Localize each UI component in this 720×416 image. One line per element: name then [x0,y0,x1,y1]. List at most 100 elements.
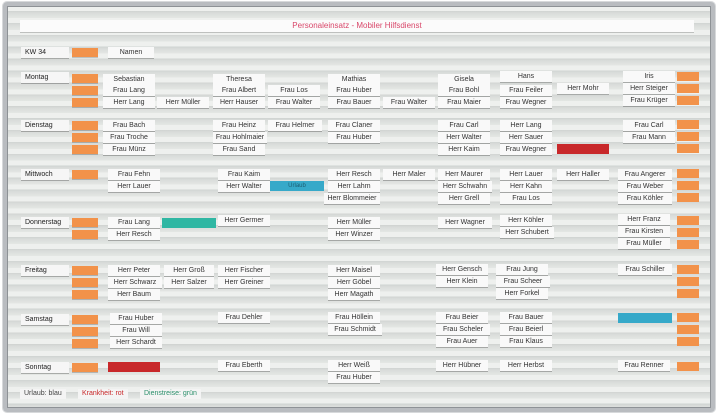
card[interactable]: Frau Hohlmaier [213,132,267,143]
card[interactable]: Frau Schiller [618,264,672,275]
urlaub-marker[interactable] [618,313,672,323]
card[interactable]: Frau Los [268,85,320,96]
card[interactable]: Herr Herbst [500,360,552,371]
card[interactable]: Herr Greiner [218,277,270,288]
marker-tab[interactable] [72,230,98,239]
card[interactable]: Herr Winzer [328,229,380,240]
card[interactable]: Frau Angerer [618,169,672,180]
marker-tab[interactable] [72,363,98,372]
card[interactable]: Frau Claner [328,120,380,131]
card[interactable]: Frau Fehn [108,169,160,180]
card[interactable]: Herr Franz [618,214,670,225]
marker-tab[interactable] [72,218,98,227]
card[interactable]: Herr Resch [328,169,380,180]
card[interactable]: Herr Lauer [108,181,160,192]
card[interactable]: Frau Albert [213,85,265,96]
card[interactable]: Herr Köhler [500,215,552,226]
marker-tab[interactable] [677,193,699,202]
card[interactable]: Frau Huber [328,85,380,96]
card[interactable]: Frau Troche [103,132,155,143]
card[interactable]: Frau Jung [496,264,548,275]
marker-tab[interactable] [677,289,699,298]
card[interactable]: Frau Bauer [328,97,380,108]
card[interactable]: Frau Huber [110,313,162,324]
card[interactable]: Herr Grell [438,193,490,204]
urlaub-marker[interactable]: Urlaub [270,181,324,191]
marker-tab[interactable] [677,144,699,153]
card[interactable]: Frau Lang [103,85,155,96]
card[interactable]: Herr Haller [557,169,609,180]
card[interactable]: Herr Sauer [500,132,552,143]
card[interactable]: Herr Gensch [436,264,488,275]
card[interactable]: Frau Münz [103,144,155,155]
card[interactable]: Herr Walter [218,181,270,192]
marker-tab[interactable] [677,265,699,274]
card[interactable]: Frau Wegner [500,97,552,108]
marker-tab[interactable] [72,327,98,336]
marker-tab[interactable] [72,48,98,57]
card[interactable]: Herr Maisel [328,265,380,276]
marker-tab[interactable] [677,96,699,105]
card[interactable]: Frau Feiler [500,85,552,96]
card[interactable]: Frau Kirsten [618,226,670,237]
card[interactable]: Herr Klein [436,276,488,287]
card[interactable]: Herr Lauer [500,169,552,180]
marker-tab[interactable] [72,86,98,95]
card[interactable]: Herr Lang [103,97,155,108]
card[interactable]: Frau Krüger [623,95,675,106]
card[interactable]: Frau Schmidt [328,324,382,335]
card[interactable]: Frau Kaim [218,169,270,180]
card[interactable]: Herr Mohr [557,83,609,94]
marker-tab[interactable] [677,120,699,129]
card[interactable]: Herr Forkel [496,288,548,299]
card[interactable]: Frau Scheer [496,276,550,287]
marker-tab[interactable] [677,325,699,334]
card[interactable]: Frau Höllein [328,312,380,323]
marker-tab[interactable] [677,362,699,371]
card[interactable]: Frau Eberth [218,360,270,371]
card[interactable]: Herr Schardt [110,337,162,348]
card[interactable]: Herr Schwahn [438,181,492,192]
card[interactable]: Herr Maler [383,169,435,180]
card[interactable]: Herr Germer [218,215,270,226]
marker-tab[interactable] [677,337,699,346]
card[interactable]: Herr Peter [108,265,160,276]
card[interactable]: Herr Hauser [213,97,265,108]
card[interactable]: Frau Wegner [500,144,552,155]
marker-tab[interactable] [677,72,699,81]
card[interactable]: Frau Klaus [500,336,552,347]
card[interactable]: Frau Beierl [500,324,552,335]
marker-tab[interactable] [72,121,98,130]
krankheit-marker[interactable] [108,362,160,372]
marker-tab[interactable] [72,290,98,299]
marker-tab[interactable] [72,74,98,83]
card[interactable]: Herr Maurer [438,169,490,180]
card[interactable]: Herr Schubert [500,227,554,238]
card[interactable]: Frau Walter [383,97,435,108]
card[interactable]: Herr Kaim [438,144,490,155]
card[interactable]: Herr Blommeier [324,193,380,204]
card[interactable]: Herr Fischer [218,265,270,276]
card[interactable]: Herr Groß [164,265,214,276]
card[interactable]: Herr Magath [328,289,380,300]
card[interactable]: Frau Will [110,325,162,336]
marker-tab[interactable] [72,133,98,142]
card[interactable]: Frau Scheler [436,324,490,335]
krankheit-marker[interactable] [557,144,609,154]
marker-tab[interactable] [677,181,699,190]
card[interactable]: Frau Beier [436,312,488,323]
marker-tab[interactable] [72,98,98,107]
card[interactable]: Frau Carl [438,120,490,131]
marker-tab[interactable] [72,278,98,287]
marker-tab[interactable] [677,228,699,237]
marker-tab[interactable] [677,313,699,322]
marker-tab[interactable] [72,266,98,275]
card[interactable]: Frau Helmer [268,120,322,131]
card[interactable]: Frau Bohl [438,85,490,96]
card[interactable]: Herr Resch [108,229,160,240]
marker-tab[interactable] [677,169,699,178]
card[interactable]: Herr Walter [438,132,490,143]
card[interactable]: Frau Dehler [218,312,270,323]
marker-tab[interactable] [72,145,98,154]
card[interactable]: Herr Wagner [438,217,492,228]
